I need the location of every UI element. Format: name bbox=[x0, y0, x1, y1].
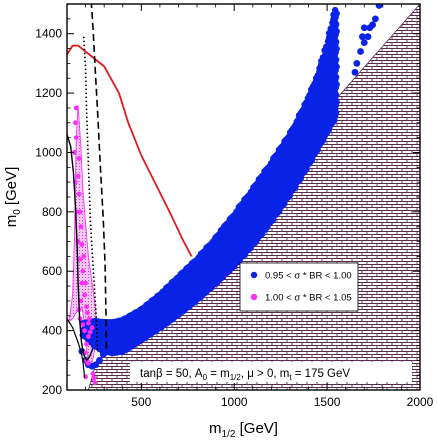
y-tick-label: 1400 bbox=[35, 27, 62, 41]
magenta-point bbox=[85, 310, 90, 316]
magenta-point bbox=[92, 380, 98, 385]
annotation-subscript: t bbox=[289, 373, 292, 382]
magenta-point bbox=[83, 280, 88, 286]
magenta-point bbox=[76, 191, 82, 197]
blue-point bbox=[360, 24, 368, 32]
legend-label-magenta: 1.00 < σ * BR < 1.05 bbox=[265, 293, 352, 304]
x-tick-label: 2000 bbox=[407, 395, 434, 409]
annotation-part: tanβ = 50, A bbox=[140, 368, 203, 380]
magenta-point bbox=[89, 325, 95, 331]
magenta-point bbox=[82, 292, 88, 298]
magenta-point bbox=[80, 268, 86, 274]
blue-point bbox=[353, 59, 361, 67]
tick-marks bbox=[67, 3, 421, 391]
black-solid-contour-lower bbox=[67, 318, 86, 379]
blue-point bbox=[108, 336, 115, 343]
magenta-point bbox=[84, 304, 89, 310]
magenta-point bbox=[75, 173, 81, 179]
blue-point bbox=[375, 4, 383, 9]
magenta-point bbox=[86, 316, 92, 322]
annotation-part: , μ > 0, m bbox=[241, 368, 290, 380]
blue-point bbox=[369, 21, 377, 29]
legend-marker-blue bbox=[250, 271, 258, 279]
magenta-point bbox=[87, 329, 93, 335]
magenta-point bbox=[77, 256, 83, 262]
magenta-point bbox=[82, 328, 88, 334]
x-tick-label: 1000 bbox=[221, 395, 248, 409]
x-tick-label: 1500 bbox=[314, 395, 341, 409]
magenta-point bbox=[78, 224, 84, 230]
pink-region bbox=[68, 104, 98, 368]
y-tick-label: 1000 bbox=[35, 145, 62, 159]
blue-point bbox=[357, 48, 364, 55]
magenta-point bbox=[73, 135, 79, 141]
magenta-point bbox=[84, 341, 89, 347]
x-tick-label: 500 bbox=[131, 395, 151, 409]
y-axis-label-sub: 0 bbox=[12, 209, 23, 215]
magenta-point bbox=[79, 280, 85, 286]
annotation-part: = 175 GeV bbox=[292, 368, 351, 380]
y-tick-label: 400 bbox=[42, 324, 62, 338]
x-axis-label-unit: [GeV] bbox=[235, 420, 278, 437]
magenta-point bbox=[80, 322, 86, 328]
annotation-subscript: 0 bbox=[203, 373, 208, 382]
blue-point bbox=[96, 356, 103, 364]
annotation-subscript: 1/2 bbox=[230, 373, 242, 382]
legend-marker-magenta bbox=[250, 293, 258, 301]
magenta-point bbox=[73, 105, 79, 111]
blue-point bbox=[92, 361, 100, 369]
magenta-point bbox=[85, 360, 91, 366]
blue-point bbox=[332, 6, 339, 14]
magenta-point bbox=[76, 156, 82, 161]
blue-point bbox=[364, 33, 372, 41]
y-tick-label: 1200 bbox=[35, 86, 62, 100]
magenta-point bbox=[72, 120, 78, 126]
blue-point bbox=[99, 350, 107, 358]
magenta-point bbox=[81, 253, 87, 259]
x-axis-label-main: m bbox=[209, 420, 222, 437]
legend-label-blue: 0.95 < σ * BR < 1.00 bbox=[265, 271, 352, 282]
blue-point bbox=[372, 15, 379, 23]
y-tick-label: 600 bbox=[42, 264, 62, 278]
annotation-text: tanβ = 50, A0 = m1/2, μ > 0, mt = 175 Ge… bbox=[140, 368, 350, 382]
blue-point bbox=[360, 39, 368, 46]
magenta-point bbox=[91, 375, 97, 381]
x-axis-label: m1/2 [GeV] bbox=[209, 420, 278, 440]
y-axis-label-main: m bbox=[3, 215, 20, 228]
blue-point bbox=[359, 33, 366, 41]
black-dashed-contour bbox=[90, 4, 108, 352]
magenta-point bbox=[72, 150, 77, 155]
magenta-point bbox=[90, 371, 96, 377]
blue-point bbox=[116, 328, 124, 336]
legend: 0.95 < σ * BR < 1.00 1.00 < σ * BR < 1.0… bbox=[239, 262, 359, 312]
annotation-box bbox=[130, 362, 412, 382]
magenta-point bbox=[78, 298, 84, 304]
y-axis-label: m0 [GeV] bbox=[3, 167, 23, 228]
y-axis-label-unit: [GeV] bbox=[3, 167, 20, 210]
magenta-point bbox=[85, 334, 91, 339]
magenta-point bbox=[79, 242, 85, 247]
y-tick-label: 200 bbox=[42, 383, 62, 397]
parameter-annotation: tanβ = 50, A0 = m1/2, μ > 0, mt = 175 Ge… bbox=[130, 362, 412, 382]
red-contour bbox=[67, 44, 193, 257]
blue-point bbox=[351, 68, 359, 76]
legend-box bbox=[239, 262, 359, 312]
y-tick-label: 800 bbox=[42, 205, 62, 219]
x-axis-label-sub: 1/2 bbox=[222, 429, 236, 440]
plot-area bbox=[67, 4, 420, 390]
magenta-point bbox=[85, 320, 91, 326]
annotation-part: = m bbox=[207, 368, 230, 380]
black-solid-contour bbox=[67, 134, 94, 362]
